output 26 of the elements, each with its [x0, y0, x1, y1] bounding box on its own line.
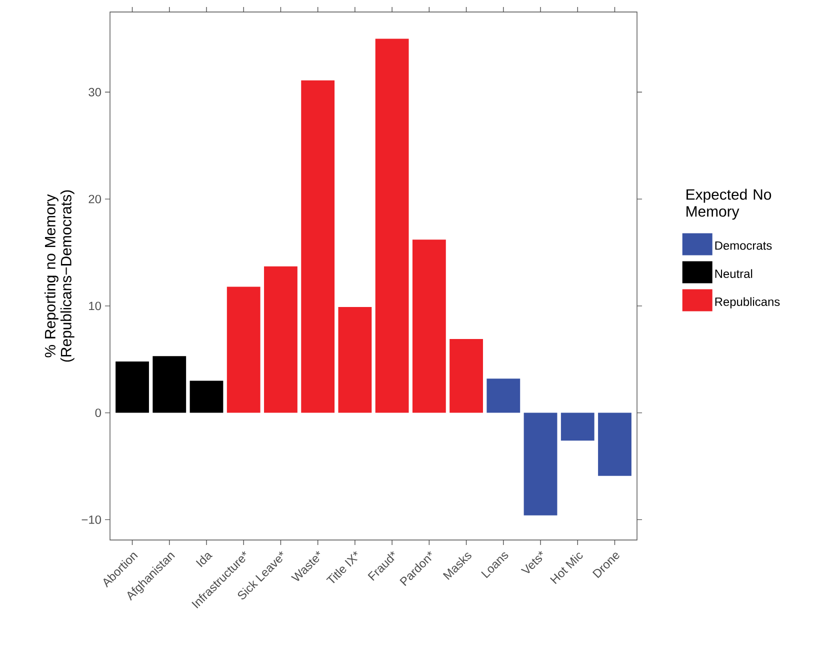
- legend-title: Expected No Memory: [686, 188, 772, 220]
- y-tick-label: 30: [88, 88, 102, 96]
- bar: [524, 412, 558, 516]
- bar: [598, 412, 632, 476]
- y-tick-label: −10: [82, 515, 102, 524]
- legend-label: Republicans: [715, 297, 780, 308]
- x-tick-label: Hot Mic: [550, 552, 583, 584]
- y-tick-label: 0: [95, 408, 102, 418]
- bar: [190, 380, 224, 413]
- bar: [301, 80, 335, 413]
- bar: [226, 286, 260, 413]
- bar: [338, 306, 372, 413]
- bar: [412, 240, 446, 413]
- bar: [560, 412, 594, 441]
- bar: [486, 378, 520, 413]
- x-tick-label: Title IX*: [326, 551, 358, 584]
- bar: [152, 356, 186, 413]
- y-tick-label: 20: [88, 194, 102, 204]
- bar: [375, 38, 409, 413]
- bar: [264, 266, 298, 413]
- legend-label: Neutral: [715, 269, 752, 278]
- legend-label: Democrats: [715, 241, 772, 250]
- bar: [116, 362, 149, 413]
- y-tick-label: 10: [89, 302, 102, 310]
- y-axis-title: % Reporting no Memory (Republicans−Democrats): [44, 190, 74, 362]
- bar: [450, 339, 483, 413]
